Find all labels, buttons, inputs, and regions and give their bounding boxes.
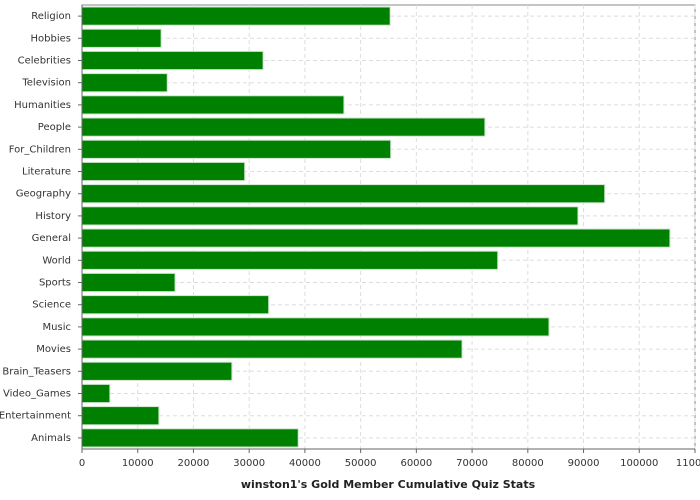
y-tick-label: Sports [39, 278, 71, 289]
bar [81, 184, 606, 204]
bar [81, 317, 550, 337]
bar [81, 272, 176, 293]
y-tick-label: Brain_Teasers [2, 366, 71, 377]
bar [81, 139, 392, 159]
bar [81, 361, 233, 381]
x-tick-label: 50000 [345, 458, 377, 469]
y-tick-label: Celebrities [18, 56, 71, 67]
y-tick-label: Movies [36, 344, 71, 355]
bar [81, 117, 486, 137]
x-tick-label: 100000 [620, 458, 658, 469]
y-tick-label: Animals [31, 433, 71, 444]
x-tick-label: 40000 [289, 458, 321, 469]
bar [81, 250, 499, 270]
bar [81, 95, 345, 115]
bar [81, 161, 246, 182]
x-tick-label: 70000 [456, 458, 488, 469]
bar [81, 28, 162, 48]
y-tick-label: Geography [16, 189, 71, 200]
y-tick-label: Literature [22, 167, 71, 178]
x-tick-label: 90000 [568, 458, 600, 469]
x-tick-label: 60000 [400, 458, 432, 469]
x-tick-label: 10000 [122, 458, 154, 469]
bar [81, 406, 160, 426]
bar [81, 206, 579, 226]
y-tick-label: Video_Games [3, 389, 71, 400]
bar [81, 428, 299, 448]
y-tick-label: General [32, 233, 71, 244]
x-tick-label: 30000 [233, 458, 265, 469]
bar [81, 50, 264, 71]
chart-title: winston1's Gold Member Cumulative Quiz S… [241, 478, 536, 491]
y-tick-label: Religion [31, 11, 71, 22]
y-tick-label: Hobbies [31, 33, 71, 44]
y-tick-label: History [35, 211, 71, 222]
plot-area [81, 4, 696, 450]
x-tick-label: 0 [79, 458, 85, 469]
bar [81, 228, 671, 248]
bar [81, 6, 391, 26]
y-tick-label: Entertainment [0, 411, 71, 422]
y-tick-label: Music [43, 322, 71, 333]
bar [81, 339, 463, 359]
x-tick-label: 20000 [178, 458, 210, 469]
y-tick-label: Science [32, 300, 71, 311]
x-tick-label: 110000 [676, 458, 700, 469]
bar [81, 383, 111, 404]
bar [81, 295, 270, 315]
y-tick-label: For_Children [9, 144, 71, 155]
y-tick-label: Humanities [14, 100, 71, 111]
y-tick-label: People [38, 122, 71, 133]
y-tick-label: Television [21, 78, 71, 89]
y-tick-label: World [42, 255, 71, 266]
x-tick-label: 80000 [512, 458, 544, 469]
bar [81, 73, 168, 93]
